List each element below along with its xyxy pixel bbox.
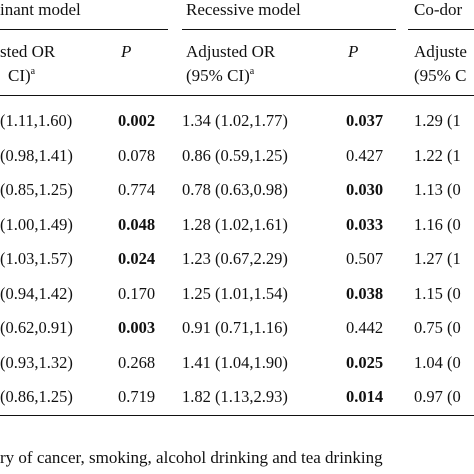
- codominant-or-cell: 1.04 (0: [414, 352, 461, 372]
- recessive-or-cell: 0.91 (0.71,1.16): [182, 318, 288, 337]
- recessive-or-line2: (95% CI)a: [186, 66, 255, 85]
- recessive-or-cell: 0.78 (0.63,0.98): [182, 180, 288, 199]
- recessive-p-cell: 0.427: [346, 145, 384, 165]
- dominant-p-cell: 0.268: [118, 352, 156, 372]
- dominant-p-cell: 0.002: [118, 111, 156, 130]
- recessive-p-cell: 0.025: [346, 352, 384, 372]
- header-rule-dominant: [0, 29, 168, 31]
- dominant-model-header: inant model: [0, 0, 81, 19]
- dominant-p-cell: 0.774: [118, 180, 156, 199]
- recessive-p-cell: 0.038: [346, 283, 384, 303]
- codominant-model-header: Co-dor: [414, 0, 463, 19]
- codominant-or-cell: 0.75 (0: [414, 318, 461, 337]
- recessive-model-header: Recessive model: [186, 0, 301, 19]
- recessive-or-line1: Adjusted OR: [186, 42, 276, 61]
- codominant-or-label: Adjuste (95% C: [414, 40, 467, 88]
- recessive-p-cell: 0.037: [346, 111, 384, 130]
- recessive-or-cell: 1.82 (1.13,2.93): [182, 387, 288, 406]
- recessive-or-cell: 1.23 (0.67,2.29): [182, 249, 288, 268]
- recessive-p-cell: 0.507: [346, 249, 384, 268]
- dominant-p-cell: 0.170: [118, 283, 156, 303]
- dominant-or-label: sted OR CI)a: [0, 40, 55, 88]
- dominant-ci-cell: (0.93,1.32): [0, 352, 73, 372]
- dominant-ci-cell: (0.94,1.42): [0, 283, 73, 303]
- codominant-or-cell: 1.29 (1: [414, 111, 461, 130]
- dominant-p-cell: 0.078: [118, 145, 156, 165]
- codominant-or-cell: 1.22 (1: [414, 145, 461, 165]
- dominant-p-cell: 0.048: [118, 214, 156, 234]
- codominant-or-line1: Adjuste: [414, 42, 467, 61]
- recessive-p-label: P: [348, 42, 359, 61]
- recessive-or-cell: 0.86 (0.59,1.25): [182, 145, 288, 165]
- dominant-p-cell: 0.024: [118, 249, 156, 268]
- dominant-ci-cell: (0.86,1.25): [0, 387, 73, 406]
- recessive-p-cell: 0.030: [346, 180, 384, 199]
- codominant-or-cell: 1.27 (1: [414, 249, 461, 268]
- dominant-ci-cell: (1.11,1.60): [0, 111, 73, 130]
- dominant-ci-cell: (0.62,0.91): [0, 318, 73, 337]
- dominant-p-cell: 0.003: [118, 318, 156, 337]
- dominant-p-label: P: [121, 42, 132, 61]
- dominant-or-line2: CI)a: [8, 66, 36, 85]
- recessive-or-label: Adjusted OR (95% CI)a: [186, 40, 275, 88]
- codominant-or-cell: 1.15 (0: [414, 283, 461, 303]
- table-bottom-rule: [0, 415, 474, 417]
- dominant-p-cell: 0.719: [118, 387, 156, 406]
- recessive-or-cell: 1.25 (1.01,1.54): [182, 283, 288, 303]
- subheader-rule: [0, 95, 474, 97]
- dominant-ci-cell: (1.00,1.49): [0, 214, 73, 234]
- recessive-p-cell: 0.442: [346, 318, 384, 337]
- dominant-ci-cell: (0.98,1.41): [0, 145, 73, 165]
- dominant-ci-cell: (0.85,1.25): [0, 180, 73, 199]
- dominant-ci-cell: (1.03,1.57): [0, 249, 73, 268]
- codominant-or-line2: (95% C: [414, 66, 467, 85]
- recessive-or-cell: 1.41 (1.04,1.90): [182, 352, 288, 372]
- codominant-or-cell: 0.97 (0: [414, 387, 461, 406]
- codominant-or-cell: 1.16 (0: [414, 214, 461, 234]
- dominant-or-line1: sted OR: [0, 42, 56, 61]
- header-rule-codominant: [408, 29, 474, 31]
- recessive-or-cell: 1.28 (1.02,1.61): [182, 214, 288, 234]
- codominant-or-cell: 1.13 (0: [414, 180, 461, 199]
- recessive-p-cell: 0.014: [346, 387, 384, 406]
- recessive-p-cell: 0.033: [346, 214, 384, 234]
- recessive-or-cell: 1.34 (1.02,1.77): [182, 111, 288, 130]
- header-rule-recessive: [182, 29, 396, 31]
- footnote: ry of cancer, smoking, alcohol drinking …: [0, 448, 383, 467]
